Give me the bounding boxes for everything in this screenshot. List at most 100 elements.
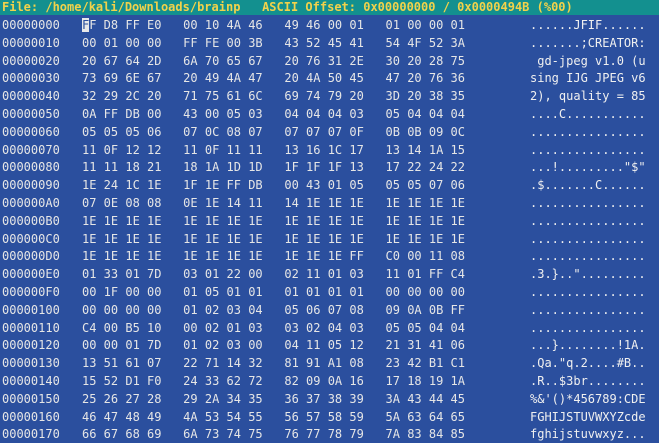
hex-group[interactable]: FF D8 FF E0: [82, 18, 162, 32]
hex-group[interactable]: 03 01 22 00: [183, 267, 263, 282]
hex-bytes[interactable]: 11 11 18 21 18 1A 1D 1D 1F 1F 1F 13 17 2…: [82, 159, 465, 177]
hex-group[interactable]: 1F 1E FF DB: [183, 178, 263, 193]
hex-group[interactable]: 1E 1E 1E 1E: [183, 213, 263, 228]
hex-bytes[interactable]: 32 29 2C 20 71 75 61 6C 69 74 79 20 3D 2…: [82, 88, 465, 106]
hex-bytes[interactable]: 46 47 48 49 4A 53 54 55 56 57 58 59 5A 6…: [82, 409, 465, 427]
hex-bytes[interactable]: FF D8 FF E0 00 10 4A 46 49 46 00 01 01 0…: [82, 17, 465, 35]
ascii-column[interactable]: .......;CREATOR:: [530, 35, 646, 50]
hex-bytes[interactable]: 1E 1E 1E 1E 1E 1E 1E 1E 1E 1E 1E FF C0 0…: [82, 248, 465, 266]
hex-group[interactable]: 00 1F 00 00: [82, 284, 162, 299]
hex-group[interactable]: 01 05 01 01: [183, 284, 263, 299]
hex-group[interactable]: 69 74 79 20: [284, 89, 364, 104]
hex-group[interactable]: 01 00 00 01: [385, 18, 465, 32]
hex-row[interactable]: 00000150 25 26 27 28 29 2A 34 35 36 37 38…: [0, 391, 659, 409]
ascii-column[interactable]: sing IJG JPEG v6: [530, 71, 646, 86]
ascii-column[interactable]: ....C...........: [530, 106, 646, 121]
hex-group[interactable]: 20 76 31 2E: [284, 53, 364, 68]
hex-group[interactable]: 11 0F 11 11: [183, 142, 263, 157]
hex-group[interactable]: 66 67 68 69: [82, 427, 162, 442]
hex-bytes[interactable]: 01 33 01 7D 03 01 22 00 02 11 01 03 11 0…: [82, 266, 465, 284]
hex-group[interactable]: 00 10 4A 46: [183, 18, 263, 32]
hex-bytes[interactable]: 1E 1E 1E 1E 1E 1E 1E 1E 1E 1E 1E 1E 1E 1…: [82, 213, 465, 231]
hex-row[interactable]: 00000020 20 67 64 2D 6A 70 65 67 20 76 31…: [0, 53, 659, 71]
ascii-column[interactable]: ................: [530, 195, 646, 210]
ascii-column[interactable]: ......JFIF......: [530, 18, 646, 32]
hex-group[interactable]: 00 00 00 00: [82, 302, 162, 317]
hex-group[interactable]: 82 09 0A 16: [284, 373, 364, 388]
hex-row[interactable]: 00000090 1E 24 1C 1E 1F 1E FF DB 00 43 01…: [0, 177, 659, 195]
hex-group[interactable]: 73 69 6E 67: [82, 71, 162, 86]
hex-row[interactable]: 00000080 11 11 18 21 18 1A 1D 1D 1F 1F 1F…: [0, 159, 659, 177]
hex-group[interactable]: 05 05 07 06: [385, 178, 465, 193]
hex-group[interactable]: 43 00 05 03: [183, 106, 263, 121]
hex-group[interactable]: 05 05 05 06: [82, 124, 162, 139]
hex-group[interactable]: 5A 63 64 65: [385, 409, 465, 424]
hex-bytes[interactable]: C4 00 B5 10 00 02 01 03 03 02 04 03 05 0…: [82, 320, 465, 338]
hex-group[interactable]: 81 91 A1 08: [284, 356, 364, 371]
ascii-column[interactable]: %&'()*456789:CDE: [530, 391, 646, 406]
ascii-column[interactable]: FGHIJSTUVWXYZcde: [530, 409, 646, 424]
hex-group[interactable]: 1F 1F 1F 13: [284, 160, 364, 175]
hex-row[interactable]: 000000D0 1E 1E 1E 1E 1E 1E 1E 1E 1E 1E 1E…: [0, 248, 659, 266]
hex-group[interactable]: 4A 53 54 55: [183, 409, 263, 424]
hex-row[interactable]: 000000C0 1E 1E 1E 1E 1E 1E 1E 1E 1E 1E 1E…: [0, 231, 659, 249]
hex-row[interactable]: 00000030 73 69 6E 67 20 49 4A 47 20 4A 50…: [0, 70, 659, 88]
hex-group[interactable]: 18 1A 1D 1D: [183, 160, 263, 175]
hex-bytes[interactable]: 11 0F 12 12 11 0F 11 11 13 16 1C 17 13 1…: [82, 142, 465, 160]
ascii-column[interactable]: 2), quality = 85: [530, 89, 646, 104]
hex-group[interactable]: 13 51 61 07: [82, 356, 162, 371]
hex-row[interactable]: 000000E0 01 33 01 7D 03 01 22 00 02 11 01…: [0, 266, 659, 284]
hex-row[interactable]: 000000A0 07 0E 08 08 0E 1E 14 11 14 1E 1E…: [0, 195, 659, 213]
hex-group[interactable]: 1E 1E 1E 1E: [183, 249, 263, 264]
hex-group[interactable]: C0 00 11 08: [385, 249, 465, 264]
hex-bytes[interactable]: 00 00 01 7D 01 02 03 00 04 11 05 12 21 3…: [82, 337, 465, 355]
hex-group[interactable]: 1E 1E 1E FF: [284, 249, 364, 264]
hex-group[interactable]: 21 31 41 06: [385, 338, 465, 353]
hex-row[interactable]: 00000140 15 52 D1 F0 24 33 62 72 82 09 0A…: [0, 373, 659, 391]
hex-group[interactable]: 05 05 04 04: [385, 320, 465, 335]
hex-group[interactable]: 0A FF DB 00: [82, 106, 162, 121]
hex-group[interactable]: 1E 1E 1E 1E: [284, 213, 364, 228]
hex-group[interactable]: 00 00 00 00: [385, 284, 465, 299]
hex-group[interactable]: 1E 1E 1E 1E: [183, 231, 263, 246]
hex-group[interactable]: 49 46 00 01: [284, 18, 364, 32]
hex-group[interactable]: 76 77 78 79: [284, 427, 364, 442]
hex-group[interactable]: 22 71 14 32: [183, 356, 263, 371]
hex-group[interactable]: 00 02 01 03: [183, 320, 263, 335]
hex-group[interactable]: 03 02 04 03: [284, 320, 364, 335]
ascii-column[interactable]: ................: [530, 302, 646, 317]
hex-bytes[interactable]: 0A FF DB 00 43 00 05 03 04 04 04 03 05 0…: [82, 106, 465, 124]
hex-group[interactable]: 30 20 28 75: [385, 53, 465, 68]
hex-group[interactable]: 6A 73 74 75: [183, 427, 263, 442]
ascii-column[interactable]: .3.}..".........: [530, 267, 646, 282]
hex-bytes[interactable]: 00 1F 00 00 01 05 01 01 01 01 01 01 00 0…: [82, 284, 465, 302]
ascii-column[interactable]: .R..$3br........: [530, 373, 646, 388]
hex-group[interactable]: 04 11 05 12: [284, 338, 364, 353]
hex-group[interactable]: C4 00 B5 10: [82, 320, 162, 335]
hex-group[interactable]: 1E 1E 1E 1E: [385, 195, 465, 210]
hex-bytes[interactable]: 00 00 00 00 01 02 03 04 05 06 07 08 09 0…: [82, 302, 465, 320]
hex-group[interactable]: 00 00 01 7D: [82, 338, 162, 353]
hex-group[interactable]: 54 4F 52 3A: [385, 35, 465, 50]
hex-row[interactable]: 000000B0 1E 1E 1E 1E 1E 1E 1E 1E 1E 1E 1E…: [0, 213, 659, 231]
hex-group[interactable]: 3A 43 44 45: [385, 391, 465, 406]
hex-group[interactable]: 13 16 1C 17: [284, 142, 364, 157]
ascii-column[interactable]: ................: [530, 142, 646, 157]
hex-group[interactable]: 11 11 18 21: [82, 160, 162, 175]
hex-group[interactable]: 01 33 01 7D: [82, 267, 162, 282]
hex-row[interactable]: 00000100 00 00 00 00 01 02 03 04 05 06 07…: [0, 302, 659, 320]
ascii-column[interactable]: ................: [530, 124, 646, 139]
hex-group[interactable]: 6A 70 65 67: [183, 53, 263, 68]
hex-group[interactable]: 17 22 24 22: [385, 160, 465, 175]
hex-group[interactable]: 20 4A 50 45: [284, 71, 364, 86]
hex-group[interactable]: 11 0F 12 12: [82, 142, 162, 157]
hex-bytes[interactable]: 73 69 6E 67 20 49 4A 47 20 4A 50 45 47 2…: [82, 70, 465, 88]
hex-row[interactable]: 00000070 11 0F 12 12 11 0F 11 11 13 16 1C…: [0, 142, 659, 160]
hex-group[interactable]: 07 0E 08 08: [82, 195, 162, 210]
ascii-column[interactable]: gd-jpeg v1.0 (u: [530, 53, 646, 68]
hex-bytes[interactable]: 1E 24 1C 1E 1F 1E FF DB 00 43 01 05 05 0…: [82, 177, 465, 195]
hex-group[interactable]: 07 07 07 0F: [284, 124, 364, 139]
hex-group[interactable]: 09 0A 0B FF: [385, 302, 465, 317]
hex-row[interactable]: 00000060 05 05 05 06 07 0C 08 07 07 07 07…: [0, 124, 659, 142]
hex-row[interactable]: 00000130 13 51 61 07 22 71 14 32 81 91 A1…: [0, 355, 659, 373]
